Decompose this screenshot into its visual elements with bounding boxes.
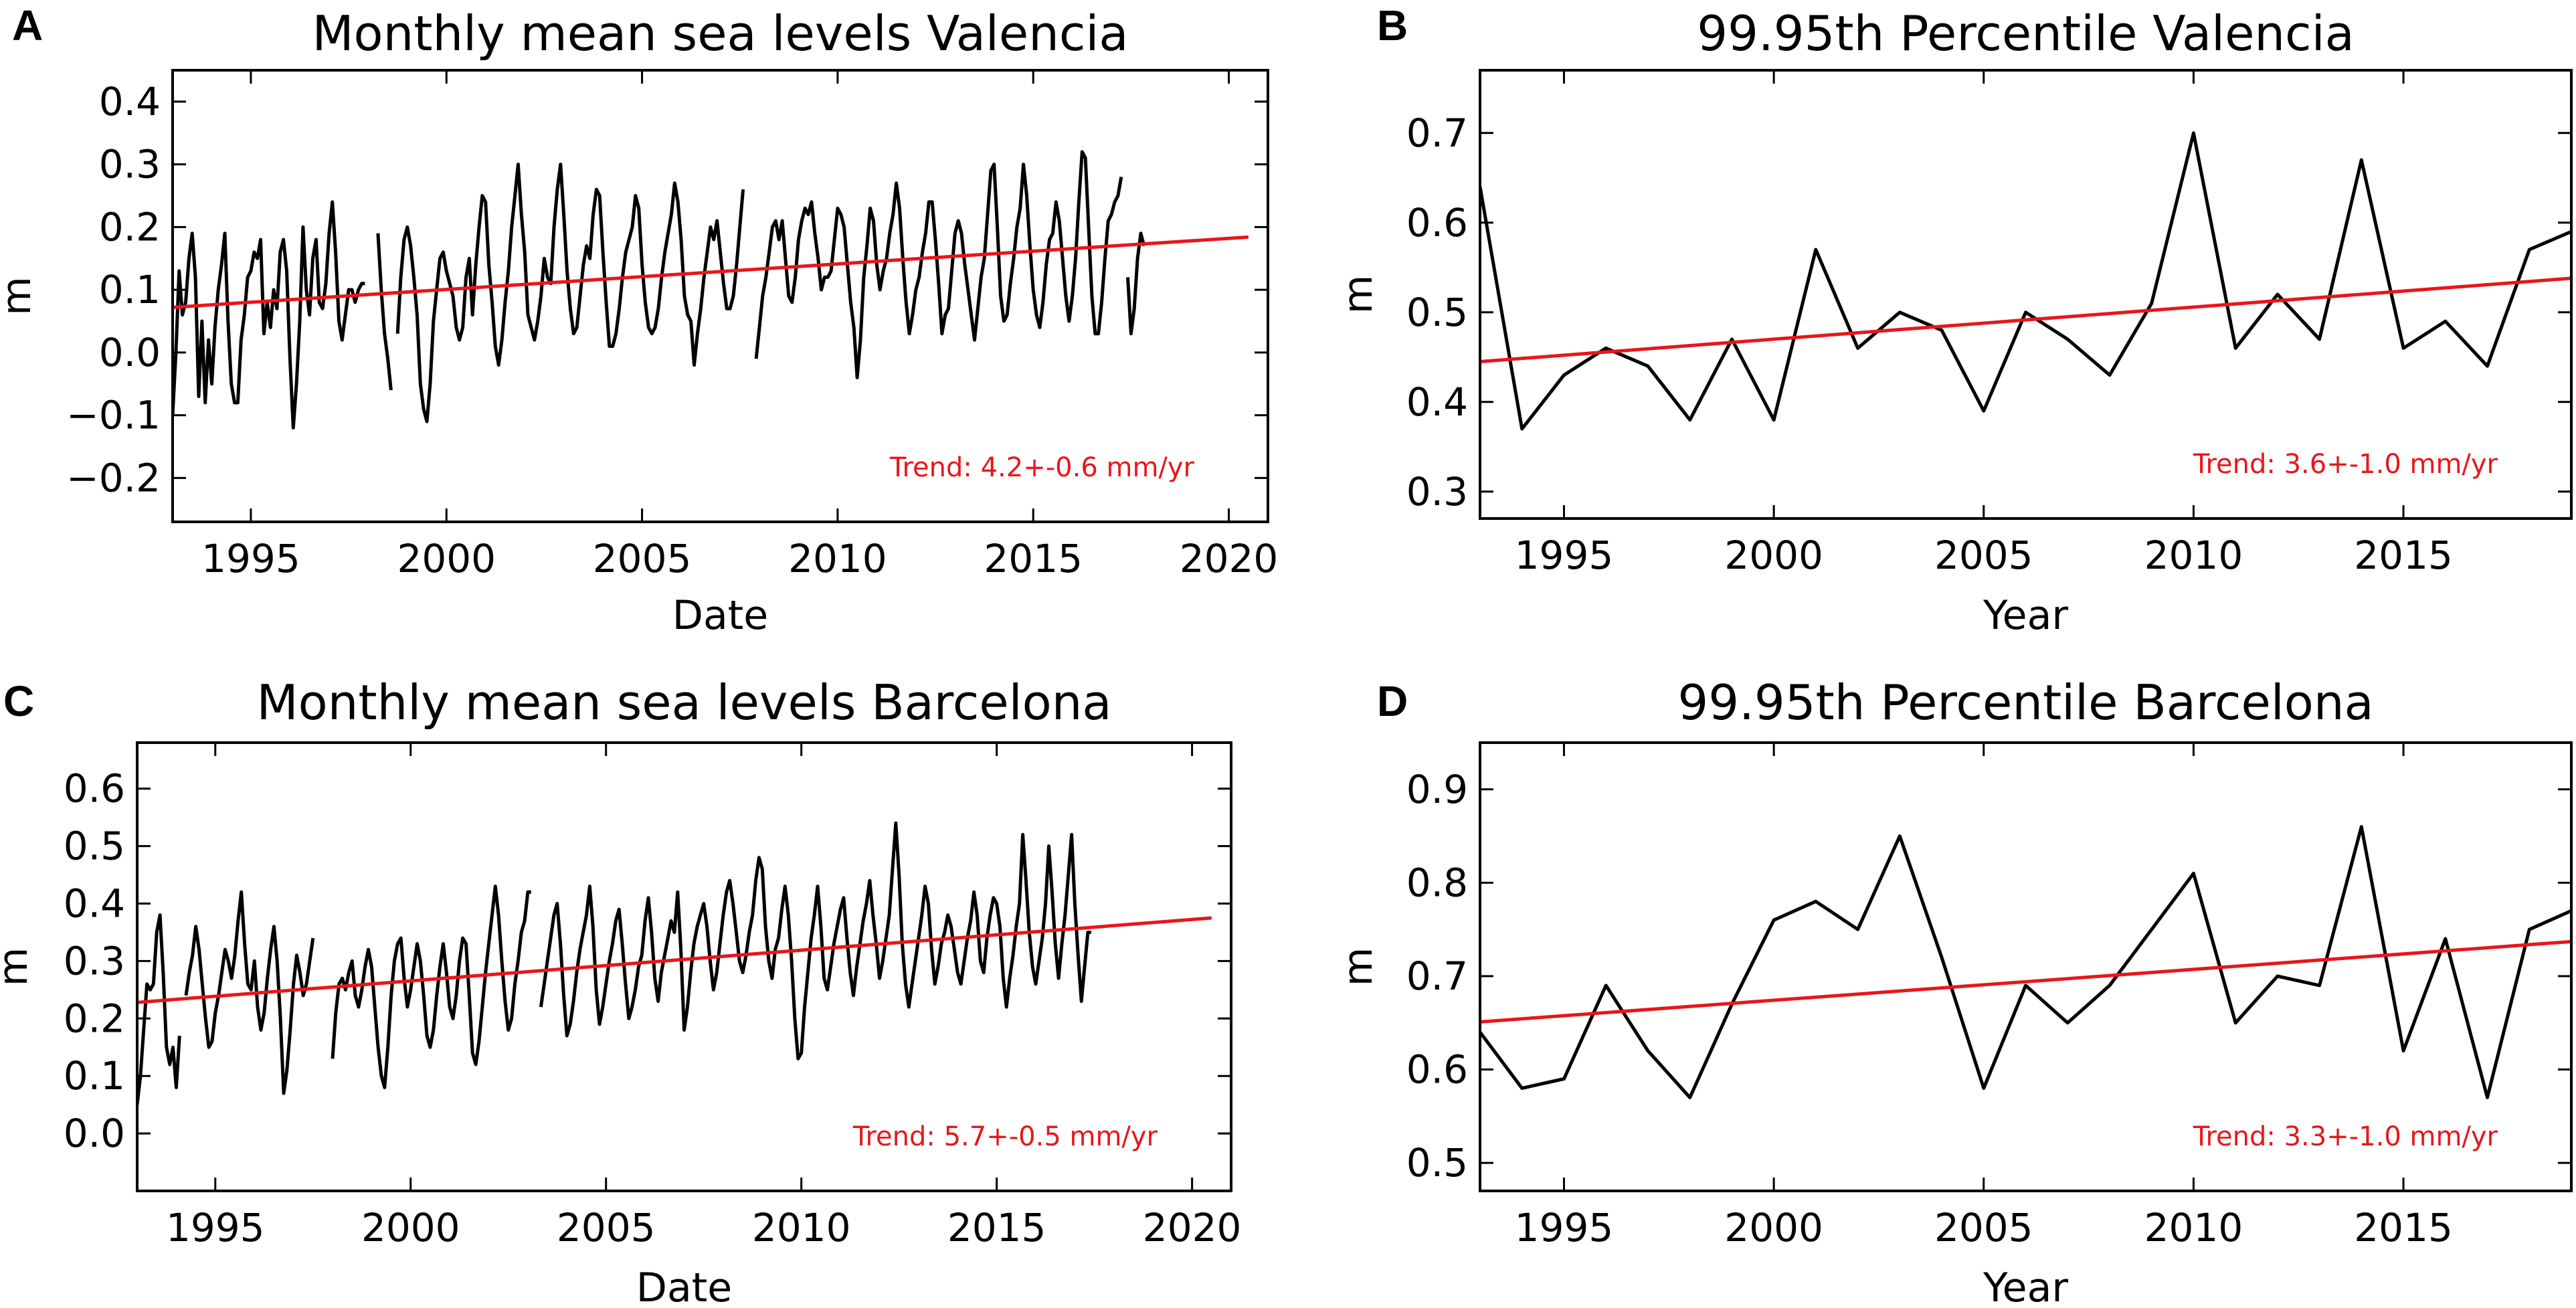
y-tick-label-a: 0.3: [99, 142, 161, 187]
x-axis-label-d: Year: [1983, 1265, 2068, 1308]
y-tick-label-b: 0.6: [1406, 200, 1468, 246]
x-tick-label-b: 2010: [2144, 533, 2243, 578]
x-tick-label-d: 2005: [1934, 1205, 2033, 1250]
plot-frame-d: [1479, 741, 2573, 1192]
x-tick-label-a: 2020: [1180, 536, 1279, 581]
trend-label-d: Trend: 3.3+-1.0 mm/yr: [2193, 1121, 2498, 1152]
panel-letter-a: A: [12, 1, 43, 50]
x-tick-label-d: 2000: [1724, 1205, 1823, 1250]
plot-frame-a: [171, 69, 1269, 523]
x-tick-label-b: 2000: [1724, 533, 1823, 578]
chart-panel-b: B 99.95th Percentile Valencia 1995 2000 2005…: [1335, 1, 2573, 639]
chart-title-a: Monthly mean sea levels Valencia: [312, 5, 1128, 62]
data-series-line-a: [173, 150, 1146, 430]
chart-title-d: 99.95th Percentile Barcelona: [1677, 674, 2373, 731]
x-tick-label-d: 2010: [2144, 1205, 2243, 1250]
data-series-line-c: [137, 821, 1091, 1105]
y-tick-label-c: 0.0: [64, 1111, 125, 1156]
x-tick-label-a: 1995: [201, 536, 300, 581]
x-tick-label-b: 2005: [1934, 533, 2033, 578]
y-tick-label-c: 0.5: [64, 824, 125, 869]
x-tick-label-a: 2000: [397, 536, 496, 581]
x-tick-label-b: 1995: [1515, 533, 1614, 578]
trend-label-b: Trend: 3.6+-1.0 mm/yr: [2193, 449, 2498, 480]
y-tick-label-b: 0.4: [1406, 379, 1468, 425]
y-tick-label-d: 0.9: [1406, 767, 1468, 812]
trend-label-a: Trend: 4.2+-0.6 mm/yr: [889, 452, 1195, 483]
x-tick-label-a: 2005: [593, 536, 692, 581]
y-tick-label-c: 0.6: [64, 766, 125, 812]
x-tick-label-c: 2010: [752, 1205, 851, 1250]
y-tick-label-d: 0.8: [1406, 860, 1468, 905]
y-axis-label-b: m: [1335, 275, 1382, 314]
trend-line-c: [137, 916, 1212, 1004]
x-axis-label-b: Year: [1983, 592, 2068, 639]
x-tick-label-d: 2015: [2354, 1205, 2453, 1250]
x-tick-label-a: 2010: [788, 536, 887, 581]
trend-line-a: [173, 235, 1249, 309]
y-tick-label-d: 0.7: [1406, 953, 1468, 999]
y-tick-label-b: 0.3: [1406, 469, 1468, 515]
x-axis-label-a: Date: [672, 592, 768, 639]
data-series-line-b: [1480, 131, 2571, 431]
x-tick-label-c: 2005: [557, 1205, 656, 1250]
x-axis-label-c: Date: [636, 1265, 732, 1308]
x-tick-label-c: 2020: [1143, 1205, 1242, 1250]
chart-panel-d: D 99.95th Percentile Barcelona 1995 2000 200…: [1335, 674, 2573, 1308]
y-tick-label-a: −0.1: [66, 393, 161, 438]
data-series-line-d: [1480, 825, 2571, 1099]
chart-title-b: 99.95th Percentile Valencia: [1697, 5, 2354, 62]
y-tick-label-b: 0.7: [1406, 110, 1468, 156]
trend-line-b: [1480, 276, 2571, 363]
x-tick-label-d: 1995: [1515, 1205, 1614, 1250]
y-tick-label-c: 0.1: [64, 1053, 125, 1099]
plot-frame-b: [1479, 69, 2573, 520]
panel-letter-c: C: [3, 677, 34, 725]
x-tick-label-a: 2015: [984, 536, 1083, 581]
y-tick-label-a: 0.0: [99, 330, 161, 375]
y-tick-label-c: 0.4: [64, 881, 125, 927]
x-tick-label-c: 1995: [166, 1205, 265, 1250]
y-tick-label-d: 0.5: [1406, 1140, 1468, 1186]
y-tick-label-a: 0.2: [99, 204, 161, 250]
panel-letter-b: B: [1377, 1, 1408, 50]
x-tick-label-c: 2015: [947, 1205, 1046, 1250]
panel-letter-d: D: [1377, 677, 1408, 725]
plot-frame-c: [136, 741, 1232, 1192]
y-axis-label-a: m: [0, 276, 40, 315]
y-tick-label-a: 0.1: [99, 267, 161, 312]
y-tick-label-c: 0.2: [64, 996, 125, 1041]
x-tick-label-b: 2015: [2354, 533, 2453, 578]
trend-line-d: [1480, 939, 2571, 1024]
y-tick-label-a: −0.2: [66, 455, 161, 500]
y-tick-label-d: 0.6: [1406, 1047, 1468, 1093]
chart-panel-c: C Monthly mean sea levels Barcelona 1995 20…: [0, 674, 1241, 1308]
chart-panel-a: A Monthly mean sea levels Valencia 1995 200…: [0, 1, 1278, 639]
y-axis-label-d: m: [1335, 947, 1382, 986]
chart-title-c: Monthly mean sea levels Barcelona: [257, 674, 1112, 731]
y-tick-label-c: 0.3: [64, 938, 125, 984]
y-tick-label-b: 0.5: [1406, 290, 1468, 335]
y-axis-label-c: m: [0, 947, 37, 986]
x-tick-label-c: 2000: [361, 1205, 460, 1250]
trend-label-c: Trend: 5.7+-0.5 mm/yr: [852, 1121, 1158, 1152]
y-tick-label-a: 0.4: [99, 79, 161, 124]
